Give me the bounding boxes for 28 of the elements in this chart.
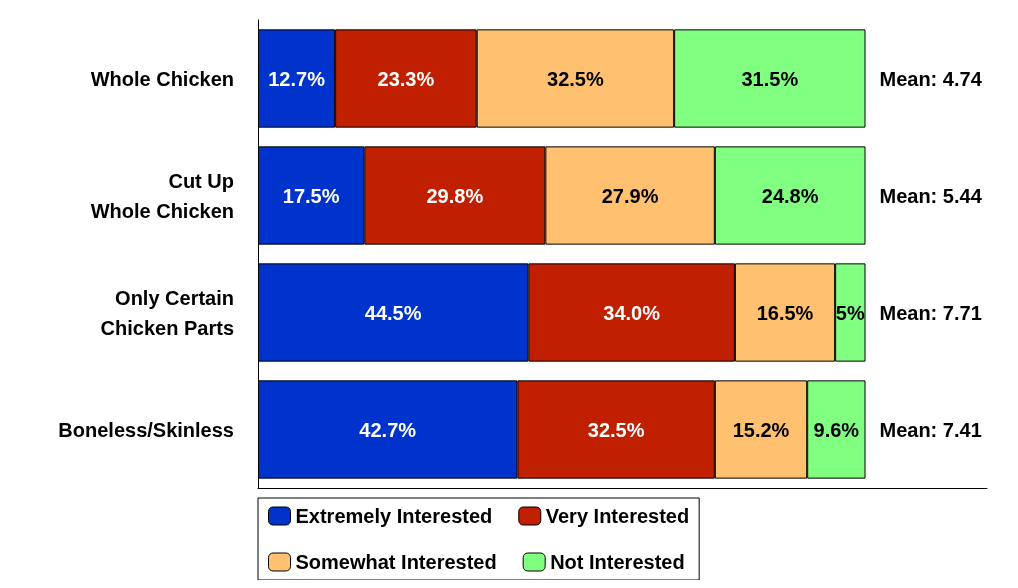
data-label: 27.9% [601, 184, 659, 207]
data-label: 24.8% [761, 184, 819, 207]
legend-label: Not Interested [550, 551, 685, 573]
data-label: 23.3% [377, 67, 435, 90]
annotation: Mean: 4.74 [879, 67, 983, 90]
data-label: 31.5% [741, 67, 799, 90]
annotation: Mean: 7.71 [879, 301, 982, 324]
data-label: 29.8% [426, 184, 484, 207]
data-label: 42.7% [359, 418, 417, 441]
y-tick-label: Boneless/Skinless [58, 418, 234, 441]
data-label: 34.0% [603, 301, 661, 324]
data-label: 12.7% [268, 67, 326, 90]
data-label: 17.5% [282, 184, 340, 207]
annotation: Mean: 7.41 [879, 418, 982, 441]
legend-label: Somewhat Interested [295, 551, 497, 573]
data-label: 16.5% [756, 301, 814, 324]
data-label: 9.6% [813, 418, 860, 441]
y-tick-label: Cut Up Whole Chicken [90, 169, 234, 222]
y-tick-label: Whole Chicken [90, 67, 234, 90]
data-label: 32.5% [587, 418, 645, 441]
data-label: 5% [835, 301, 865, 324]
y-tick-label: Only Certain Chicken Parts [100, 286, 234, 339]
data-label: 15.2% [732, 418, 790, 441]
data-label: 32.5% [547, 67, 604, 90]
legend-label: Extremely Interested [295, 505, 493, 527]
annotation: Mean: 5.44 [879, 184, 983, 207]
data-label: 44.5% [364, 301, 422, 324]
legend-label: Very Interested [545, 505, 690, 527]
